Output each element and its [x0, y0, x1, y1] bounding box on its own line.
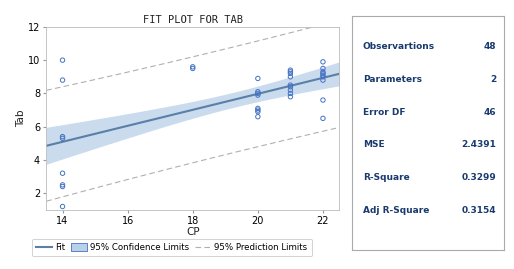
- X-axis label: CP: CP: [186, 228, 199, 238]
- Point: [286, 70, 295, 74]
- Point: [59, 78, 67, 82]
- Text: Error DF: Error DF: [363, 108, 405, 116]
- Point: [319, 116, 327, 121]
- Text: 48: 48: [484, 42, 496, 51]
- Point: [254, 109, 262, 114]
- Y-axis label: Tab: Tab: [16, 109, 26, 127]
- Text: 0.3299: 0.3299: [462, 173, 496, 182]
- Point: [189, 66, 197, 71]
- Point: [286, 75, 295, 79]
- Point: [286, 91, 295, 95]
- Point: [319, 60, 327, 64]
- Point: [319, 71, 327, 76]
- Point: [286, 88, 295, 92]
- Text: Parameters: Parameters: [363, 75, 421, 84]
- Point: [254, 76, 262, 81]
- Point: [254, 106, 262, 111]
- Point: [319, 78, 327, 82]
- Point: [254, 115, 262, 119]
- Point: [286, 71, 295, 76]
- Point: [319, 75, 327, 79]
- Text: 0.3154: 0.3154: [462, 206, 496, 215]
- Point: [254, 108, 262, 112]
- Text: 2.4391: 2.4391: [461, 140, 496, 149]
- Text: Adj R-Square: Adj R-Square: [363, 206, 429, 215]
- Point: [254, 91, 262, 95]
- Text: 2: 2: [490, 75, 496, 84]
- Text: Observartions: Observartions: [363, 42, 435, 51]
- Point: [59, 58, 67, 62]
- Point: [319, 98, 327, 102]
- Point: [59, 136, 67, 140]
- Text: 46: 46: [484, 108, 496, 116]
- Point: [189, 65, 197, 69]
- Point: [286, 68, 295, 72]
- Point: [59, 204, 67, 209]
- Point: [319, 66, 327, 71]
- Point: [59, 183, 67, 187]
- Point: [286, 83, 295, 87]
- Text: R-Square: R-Square: [363, 173, 410, 182]
- Title: FIT PLOT FOR TAB: FIT PLOT FOR TAB: [143, 15, 243, 25]
- Point: [254, 93, 262, 97]
- Point: [286, 85, 295, 89]
- Point: [59, 134, 67, 139]
- Point: [319, 70, 327, 74]
- Point: [319, 73, 327, 77]
- Point: [59, 171, 67, 175]
- Legend: Fit, 95% Confidence Limits, 95% Prediction Limits: Fit, 95% Confidence Limits, 95% Predicti…: [32, 239, 312, 256]
- Point: [254, 90, 262, 94]
- Point: [59, 184, 67, 189]
- Point: [286, 95, 295, 99]
- Text: MSE: MSE: [363, 140, 384, 149]
